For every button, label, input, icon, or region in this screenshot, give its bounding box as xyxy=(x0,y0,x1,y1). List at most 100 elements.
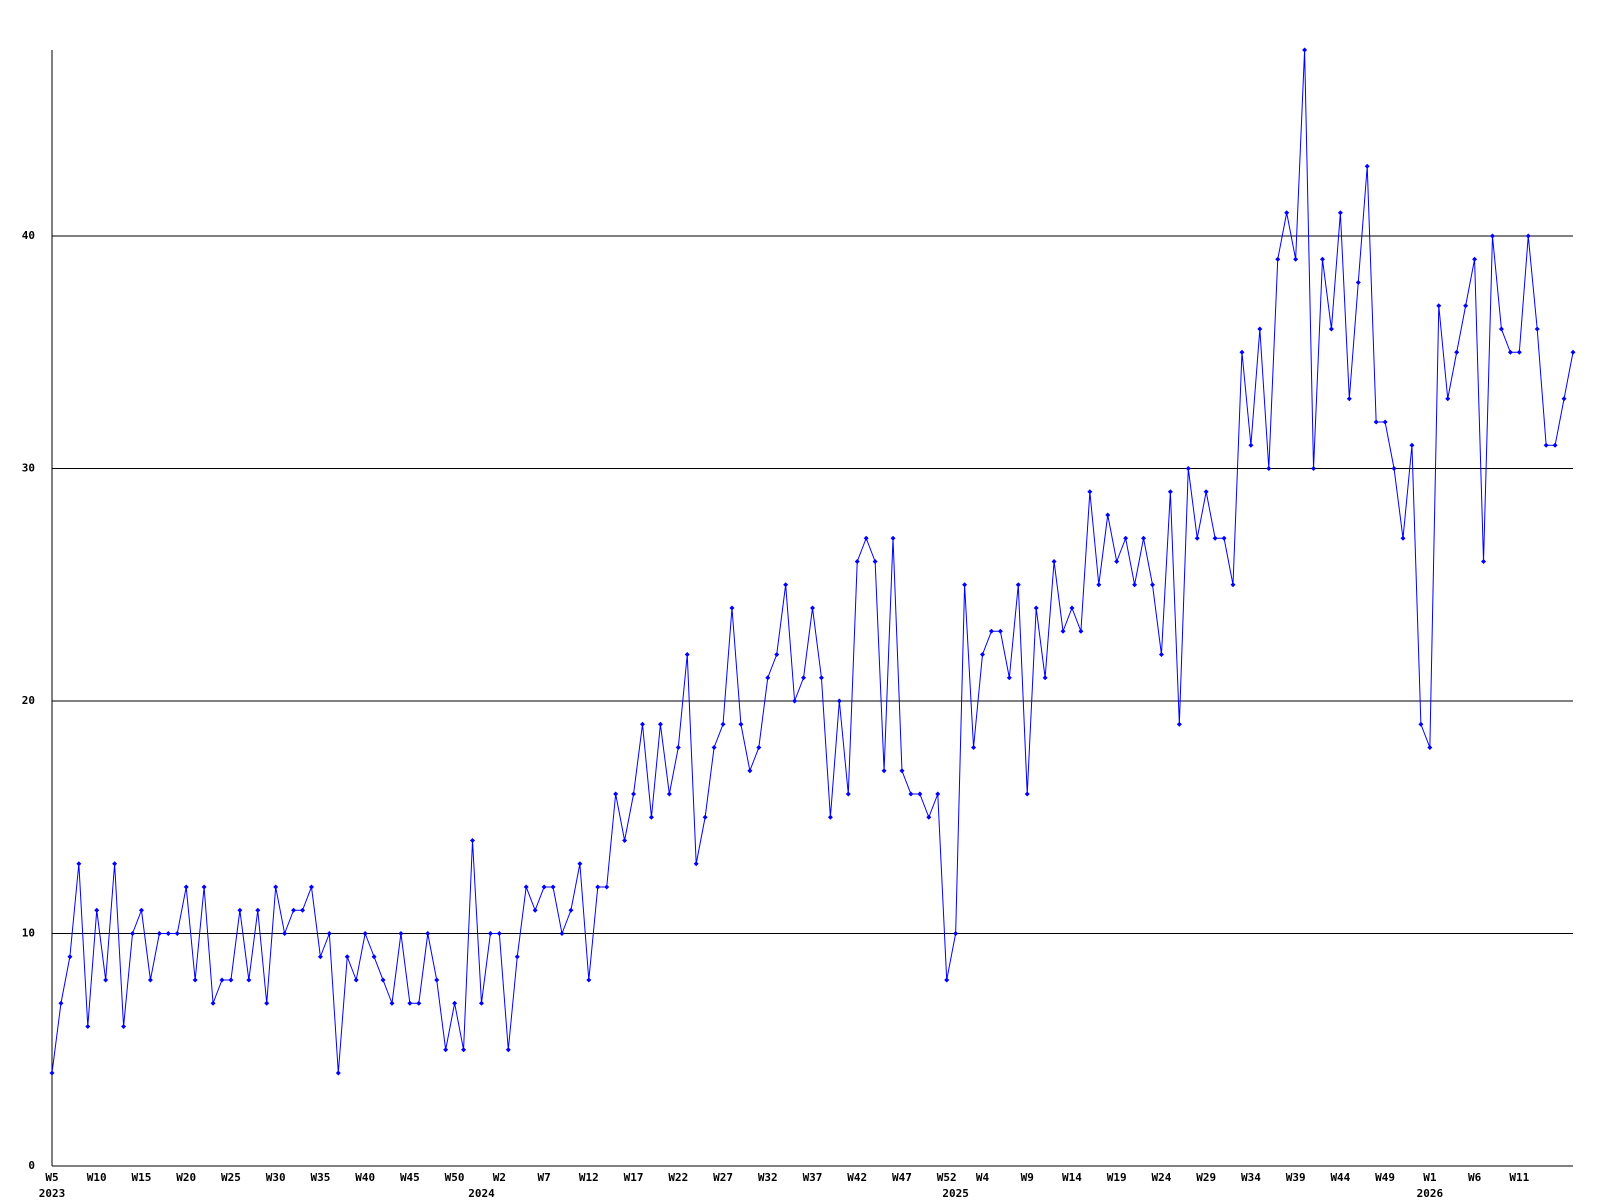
x-tick-label: W7 xyxy=(537,1171,550,1184)
data-point xyxy=(550,884,556,890)
data-point xyxy=(747,768,753,774)
x-tick-label: W22 xyxy=(668,1171,688,1184)
data-point xyxy=(246,977,252,983)
data-point xyxy=(577,861,583,867)
data-point xyxy=(1400,535,1406,541)
data-point xyxy=(1472,256,1478,262)
x-tick-label: W30 xyxy=(266,1171,286,1184)
data-point xyxy=(792,698,798,704)
data-point xyxy=(774,652,780,657)
x-tick-label: W15 xyxy=(132,1171,152,1184)
data-point xyxy=(1257,326,1263,332)
x-tick-label: W17 xyxy=(624,1171,644,1184)
data-point xyxy=(1132,582,1138,588)
data-point xyxy=(1176,721,1182,727)
x-tick-label: W29 xyxy=(1196,1171,1216,1184)
x-tick-label: W11 xyxy=(1509,1171,1529,1184)
data-point xyxy=(452,1000,458,1006)
data-point xyxy=(300,907,306,913)
data-point xyxy=(1141,535,1147,541)
data-point xyxy=(1382,419,1388,425)
x-tick-label: W2 xyxy=(493,1171,506,1184)
data-point xyxy=(899,768,905,774)
data-point xyxy=(478,1000,484,1006)
x-tick-label: W52 xyxy=(937,1171,957,1184)
data-point xyxy=(810,605,815,611)
data-point xyxy=(1024,791,1030,797)
x-tick-label: W14 xyxy=(1062,1171,1082,1184)
x-tick-label: W9 xyxy=(1021,1171,1034,1184)
data-point xyxy=(1221,535,1227,541)
data-point xyxy=(398,931,404,936)
data-point xyxy=(1489,233,1495,239)
data-point xyxy=(1445,396,1451,402)
data-point xyxy=(818,675,824,681)
data-point xyxy=(1418,721,1424,727)
data-point xyxy=(362,931,368,936)
y-tick-label: 40 xyxy=(22,229,35,242)
data-point xyxy=(935,791,941,797)
data-point xyxy=(434,977,440,983)
data-point xyxy=(58,1000,64,1006)
data-point xyxy=(487,931,493,936)
data-point xyxy=(85,1024,91,1029)
data-point xyxy=(962,582,968,588)
data-point xyxy=(1051,559,1057,564)
data-point xyxy=(845,791,851,797)
data-point xyxy=(1248,442,1254,448)
x-year-label: 2023 xyxy=(39,1187,66,1200)
x-tick-label: W12 xyxy=(579,1171,599,1184)
data-point xyxy=(1436,303,1442,309)
x-tick-label: W1 xyxy=(1423,1171,1437,1184)
x-tick-label: W49 xyxy=(1375,1171,1395,1184)
data-point xyxy=(827,814,833,820)
data-point xyxy=(1319,256,1325,262)
data-point xyxy=(640,721,646,727)
data-point xyxy=(192,977,198,983)
data-point xyxy=(264,1000,270,1006)
data-point xyxy=(237,907,243,913)
x-tick-label: W32 xyxy=(758,1171,778,1184)
data-point xyxy=(1525,233,1531,239)
data-point xyxy=(613,791,619,797)
data-point xyxy=(416,1000,422,1006)
data-point xyxy=(219,977,225,983)
data-point xyxy=(1481,559,1487,564)
x-tick-label: W47 xyxy=(892,1171,912,1184)
data-point xyxy=(559,931,565,936)
data-point xyxy=(917,791,923,797)
data-point xyxy=(1364,163,1370,169)
data-point xyxy=(657,721,663,727)
data-point xyxy=(908,791,914,797)
data-point xyxy=(1015,582,1021,588)
data-point xyxy=(1516,349,1522,355)
data-point xyxy=(738,721,744,727)
data-point xyxy=(407,1000,413,1006)
data-point xyxy=(317,954,323,960)
data-point xyxy=(1302,47,1308,53)
data-point xyxy=(711,745,717,750)
data-point xyxy=(1391,466,1397,471)
data-point xyxy=(130,931,136,936)
data-point xyxy=(863,535,869,541)
data-point xyxy=(1355,280,1361,285)
data-point xyxy=(586,977,592,983)
x-tick-label: W34 xyxy=(1241,1171,1261,1184)
data-point xyxy=(425,931,431,936)
data-point xyxy=(1552,442,1558,448)
data-point xyxy=(1158,652,1164,657)
data-point xyxy=(1123,535,1129,541)
data-point xyxy=(1463,303,1469,309)
data-point xyxy=(1498,326,1504,332)
data-point xyxy=(1096,582,1102,588)
data-point xyxy=(103,977,109,983)
data-point xyxy=(765,675,771,681)
data-point xyxy=(1284,210,1290,216)
data-point xyxy=(988,628,994,634)
data-point xyxy=(380,977,386,983)
data-point xyxy=(675,745,681,750)
data-point xyxy=(505,1047,511,1053)
data-point xyxy=(872,559,878,564)
